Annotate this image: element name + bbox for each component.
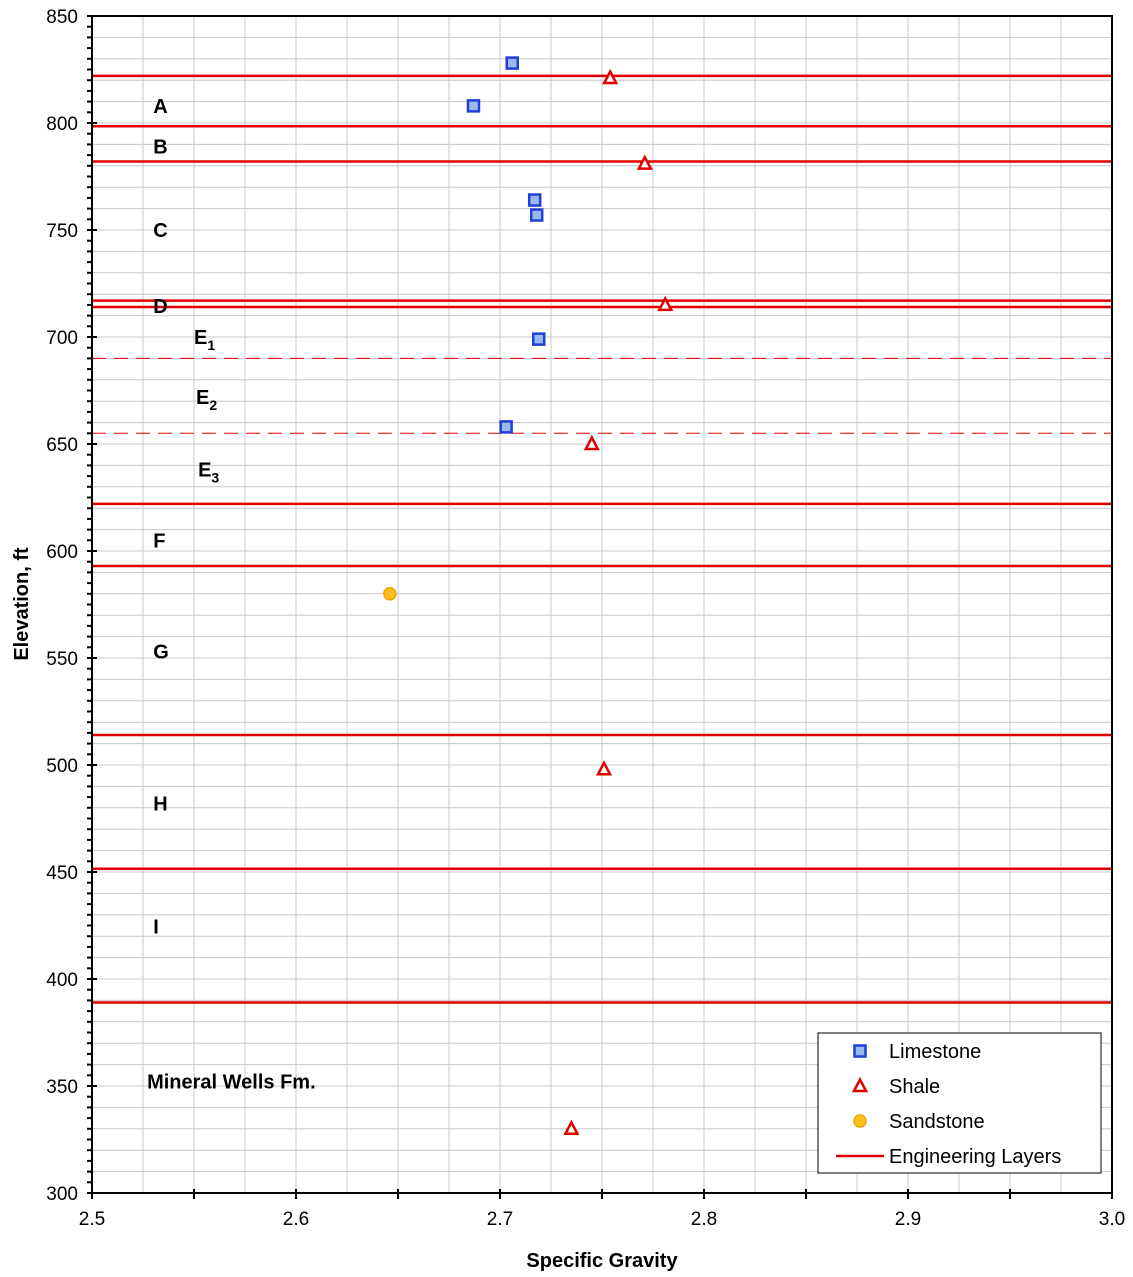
x-tick-label: 3.0 <box>1099 1209 1125 1230</box>
y-tick-label: 400 <box>46 970 78 991</box>
y-tick-label: 550 <box>46 649 78 670</box>
shale-point <box>602 68 619 85</box>
limestone-point <box>466 99 481 113</box>
shale-point <box>595 760 613 776</box>
x-tick-label: 2.7 <box>487 1209 513 1230</box>
x-tick-label: 2.8 <box>691 1209 717 1230</box>
sandstone-point <box>383 587 397 601</box>
y-tick-label: 700 <box>46 328 78 349</box>
limestone-point <box>532 332 546 346</box>
x-tick-label: 2.5 <box>79 1209 105 1230</box>
limestone-point <box>529 208 544 222</box>
shale-point <box>657 295 674 312</box>
y-tick-label: 750 <box>46 221 78 242</box>
shale-point <box>636 154 653 170</box>
legend-label: Sandstone <box>889 1111 985 1133</box>
grid <box>92 16 1112 1193</box>
layer-label: D <box>153 296 167 318</box>
legend-swatch-circle <box>853 1114 867 1128</box>
layer-label: C <box>153 220 167 242</box>
shale-point <box>563 1119 580 1136</box>
layer-label: H <box>153 794 167 816</box>
x-tick-label: 2.6 <box>283 1209 309 1230</box>
tick-labels: 300 350 400 450 500 550 600 650 700 750 800 850 2.5 2… <box>46 7 1125 1230</box>
x-tick-label: 2.9 <box>895 1209 921 1230</box>
layer-label: Mineral Wells Fm. <box>147 1072 316 1094</box>
legend-label: Limestone <box>889 1041 981 1063</box>
layer-label: B <box>153 137 167 159</box>
legend: Limestone Shale Sandstone Engineering Layer… <box>817 1032 1102 1174</box>
data-points <box>383 56 674 1136</box>
y-tick-label: 600 <box>46 542 78 563</box>
y-tick-label: 450 <box>46 863 78 884</box>
legend-label: Engineering Layers <box>889 1146 1061 1168</box>
engineering-layer-lines <box>92 74 1112 1004</box>
y-axis-title: Elevation, ft <box>11 547 33 661</box>
y-tick-label: 500 <box>46 756 78 777</box>
layer-label: F <box>153 530 165 552</box>
y-tick-label: 800 <box>46 114 78 135</box>
limestone-point <box>499 420 513 434</box>
y-tick-label: 650 <box>46 435 78 456</box>
limestone-point <box>505 56 519 70</box>
limestone-point <box>527 193 542 207</box>
axis-ticks <box>87 15 1113 1199</box>
y-tick-label: 350 <box>46 1077 78 1098</box>
legend-label: Shale <box>889 1076 940 1098</box>
legend-swatch-triangle <box>851 1076 869 1093</box>
layer-label: A <box>153 96 167 118</box>
legend-swatch-square <box>853 1044 867 1058</box>
x-axis-title: Specific Gravity <box>526 1250 678 1272</box>
y-tick-label: 850 <box>46 7 78 28</box>
layer-label: G <box>153 642 169 664</box>
shale-point <box>583 434 600 451</box>
y-tick-label: 300 <box>46 1184 78 1205</box>
layer-label: I <box>153 917 159 939</box>
